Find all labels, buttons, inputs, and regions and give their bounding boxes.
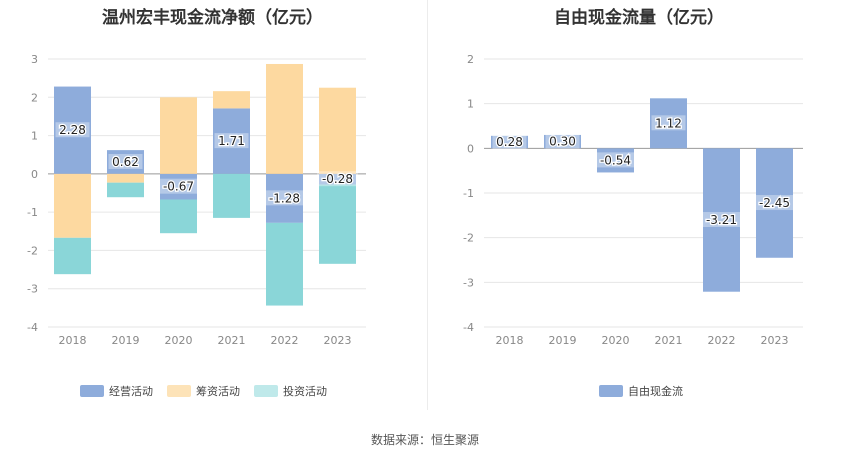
legend-label-operating: 经营活动 — [109, 385, 153, 398]
right-bar-自由现金流 — [756, 148, 793, 258]
left-data-label-bg — [55, 122, 90, 138]
left-bar-经营活动 — [54, 86, 91, 174]
left-bar-投资活动 — [213, 173, 250, 218]
right-data-label: 1.12 — [655, 116, 682, 130]
left-y-tick-label: 1 — [31, 130, 38, 143]
right-data-label: 0.30 — [549, 135, 576, 149]
right-bar-自由现金流 — [703, 148, 740, 292]
panel-divider — [427, 0, 428, 410]
right-y-tick-label: -3 — [463, 276, 474, 289]
left-bar-筹资活动 — [266, 63, 303, 174]
left-x-tick-label: 2020 — [165, 334, 193, 347]
right-bar-自由现金流 — [491, 135, 528, 149]
left-data-label-bg — [264, 190, 305, 206]
right-data-label-bg — [651, 115, 686, 131]
left-y-tick-label: -2 — [27, 244, 38, 257]
right-data-label: -0.54 — [600, 153, 631, 167]
left-bar-投资活动 — [54, 237, 91, 275]
right-y-tick-label: 0 — [467, 142, 474, 155]
right-data-label-bg — [754, 195, 795, 211]
left-bar-投资活动 — [266, 222, 303, 306]
left-bar-经营活动 — [107, 150, 144, 174]
right-data-label: -2.45 — [759, 196, 790, 210]
left-bar-经营活动 — [213, 108, 250, 174]
chart-canvas: 3 2 1 0 -1 -2 -3 -4 2018 2019 2020 2021 2022 2023 2.28… — [27, 53, 803, 347]
left-data-label: 2.28 — [59, 123, 86, 137]
left-y-tick-label: -4 — [27, 321, 38, 334]
left-data-label: -0.28 — [322, 172, 353, 186]
left-x-tick-label: 2022 — [271, 334, 299, 347]
right-y-tick-label: 1 — [467, 98, 474, 111]
left-bar-经营活动 — [319, 173, 356, 185]
left-bar-投资活动 — [319, 184, 356, 264]
data-source-note: 数据来源：恒生聚源 — [370, 433, 479, 447]
right-chart-title: 自由现金流量（亿元） — [554, 8, 724, 28]
legend-swatch-investing — [254, 385, 278, 397]
right-x-tick-label: 2022 — [708, 334, 736, 347]
right-data-label: 0.28 — [496, 135, 523, 149]
right-y-tick-label: -1 — [463, 187, 474, 200]
right-x-tick-label: 2018 — [496, 334, 524, 347]
left-bar-经营活动 — [266, 173, 303, 223]
legend-label-investing: 投资活动 — [283, 385, 327, 398]
legend-item-free-cash-flow[interactable]: 自由现金流 — [599, 383, 683, 399]
left-y-tick-label: -1 — [27, 206, 38, 219]
right-y-tick-label: -2 — [463, 232, 474, 245]
left-data-label: 0.62 — [112, 155, 139, 169]
left-data-label-bg — [158, 178, 199, 194]
legend-swatch-free-cash-flow — [599, 385, 623, 397]
right-data-label-bg — [701, 212, 742, 228]
right-x-tick-label: 2021 — [655, 334, 683, 347]
legend-swatch-operating — [80, 385, 104, 397]
right-bar-自由现金流 — [597, 148, 634, 173]
right-data-label-bg — [595, 152, 636, 168]
left-y-tick-label: 0 — [31, 168, 38, 181]
right-legend: 自由现金流 — [599, 383, 683, 399]
right-x-tick-label: 2019 — [549, 334, 577, 347]
left-data-label-bg — [214, 133, 249, 149]
left-bar-筹资活动 — [107, 173, 144, 183]
right-data-label-bg — [492, 134, 527, 150]
right-data-label: -3.21 — [706, 213, 737, 227]
left-x-tick-label: 2019 — [112, 334, 140, 347]
legend-item-financing[interactable]: 筹资活动 — [167, 383, 240, 399]
left-data-label: -1.28 — [269, 191, 300, 205]
left-bar-经营活动 — [160, 173, 197, 200]
legend-swatch-financing — [167, 385, 191, 397]
right-bar-自由现金流 — [650, 98, 687, 149]
legend-item-operating[interactable]: 经营活动 — [80, 383, 153, 399]
right-y-tick-label: 2 — [467, 53, 474, 66]
left-chart-title: 温州宏丰现金流净额（亿元） — [102, 8, 323, 28]
right-y-tick-label: -4 — [463, 321, 474, 334]
left-bar-筹资活动 — [160, 97, 197, 174]
right-bar-自由现金流 — [544, 134, 581, 149]
left-data-label-bg — [108, 153, 143, 169]
left-data-label: -0.67 — [163, 180, 194, 194]
left-x-tick-label: 2021 — [218, 334, 246, 347]
right-data-label-bg — [545, 133, 580, 149]
left-bar-筹资活动 — [213, 91, 250, 109]
left-bar-筹资活动 — [54, 173, 91, 238]
left-y-tick-label: -3 — [27, 283, 38, 296]
left-y-tick-label: 3 — [31, 53, 38, 66]
legend-label-financing: 筹资活动 — [196, 385, 240, 398]
left-x-tick-label: 2023 — [324, 334, 352, 347]
left-bar-筹资活动 — [319, 87, 356, 174]
legend-label-free-cash-flow: 自由现金流 — [628, 385, 683, 398]
right-x-tick-label: 2023 — [761, 334, 789, 347]
left-bar-投资活动 — [160, 199, 197, 234]
left-data-label-bg — [317, 171, 358, 187]
left-y-tick-label: 2 — [31, 91, 38, 104]
right-x-tick-label: 2020 — [602, 334, 630, 347]
legend-item-investing[interactable]: 投资活动 — [254, 383, 327, 399]
left-x-tick-label: 2018 — [59, 334, 87, 347]
left-legend: 经营活动 筹资活动 投资活动 — [80, 383, 327, 399]
left-bar-投资活动 — [107, 182, 144, 198]
left-data-label: 1.71 — [218, 134, 245, 148]
